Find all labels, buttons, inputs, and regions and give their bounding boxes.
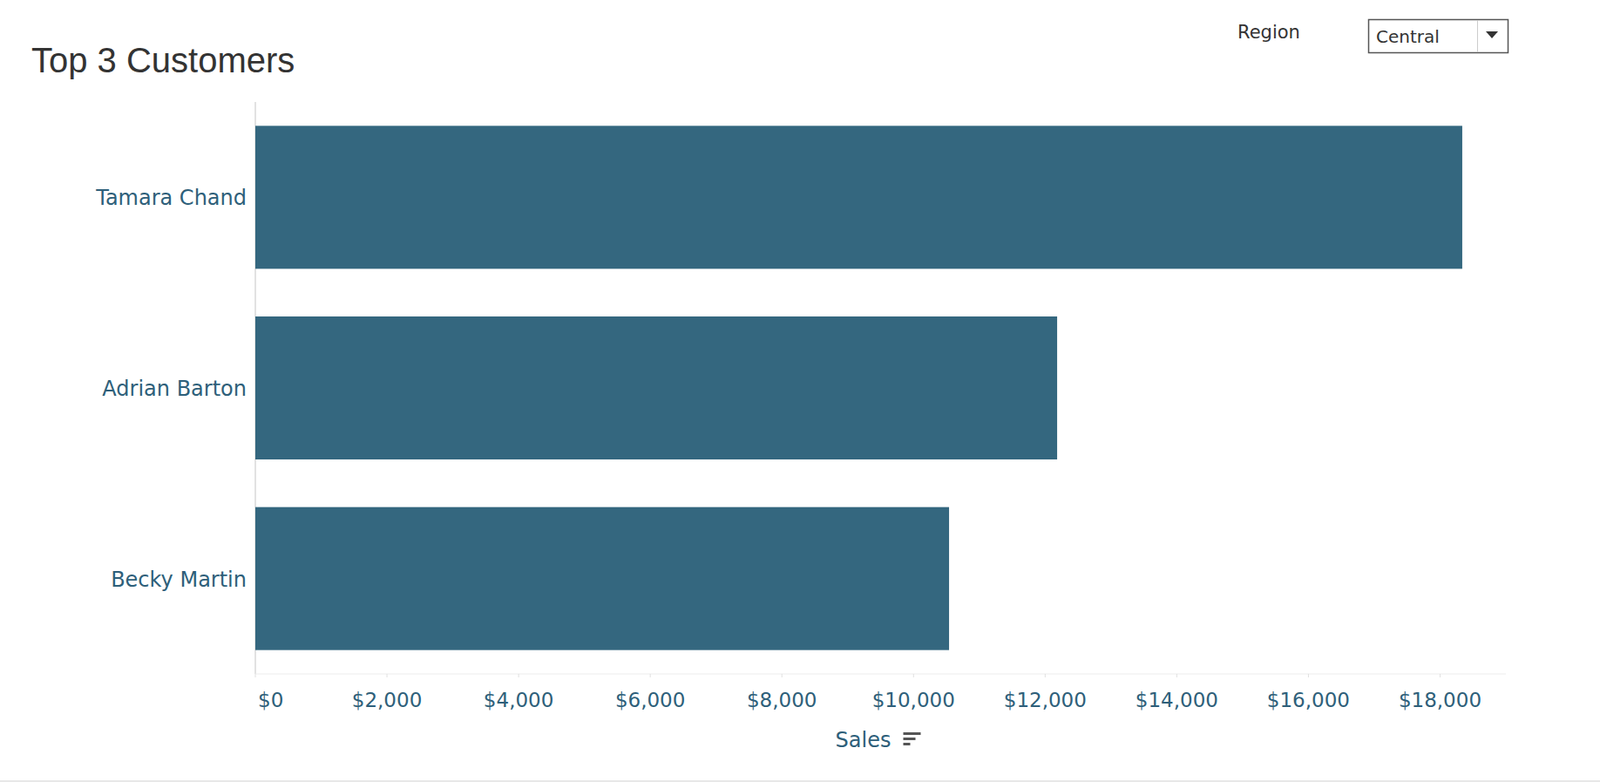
x-tick: [1308, 673, 1309, 678]
x-tick-label: $6,000: [615, 688, 685, 712]
x-tick-label: $18,000: [1398, 688, 1482, 712]
x-tick: [255, 673, 257, 678]
dropdown-box: [1369, 20, 1509, 54]
title: Top 3 Customers: [31, 40, 295, 80]
category-label: Adrian Barton: [101, 376, 247, 401]
x-tick: [650, 673, 651, 678]
x-axis-line: [255, 673, 1506, 675]
filter-value: Central: [1376, 26, 1440, 48]
x-tick-label: $4,000: [483, 688, 554, 712]
filter-dropdown[interactable]: Central: [1369, 20, 1509, 54]
x-tick: [518, 673, 520, 678]
sort-icon[interactable]: [903, 732, 922, 746]
bars: [255, 125, 1463, 650]
category-label: Tamara Chand: [94, 185, 247, 211]
x-tick-label: $14,000: [1135, 688, 1219, 712]
x-tick: [1044, 673, 1046, 678]
filter-label: Region: [1237, 21, 1301, 43]
category-label: Becky Martin: [110, 567, 247, 592]
x-tick-label: $8,000: [746, 688, 817, 712]
x-axis-title: Sales: [835, 727, 892, 753]
x-tick-label: $2,000: [352, 688, 422, 712]
bar: [255, 125, 1463, 269]
x-tick-label: $16,000: [1267, 688, 1350, 712]
chart: Top 3 Customers Region Central Tamara Chand…: [0, 0, 1600, 782]
bar: [255, 507, 950, 651]
x-tick: [1176, 673, 1178, 678]
dropdown-arrow: [1485, 31, 1499, 39]
bar: [255, 316, 1058, 460]
x-tick: [1439, 673, 1441, 678]
x-tick: [386, 673, 388, 678]
sort-icon-bar: [903, 742, 911, 746]
x-tick-label: $12,000: [1003, 688, 1087, 712]
sort-icon-bar: [903, 732, 922, 735]
dropdown-divider: [1477, 20, 1478, 53]
x-tick-label: $0: [257, 688, 284, 712]
x-tick: [913, 673, 915, 678]
sort-icon-bar: [903, 737, 916, 740]
bottom-border: [0, 780, 1600, 782]
x-tick-label: $10,000: [872, 688, 956, 712]
x-tick: [781, 673, 783, 678]
chart-root: Top 3 Customers Region Central Tamara Chand…: [0, 0, 1600, 782]
